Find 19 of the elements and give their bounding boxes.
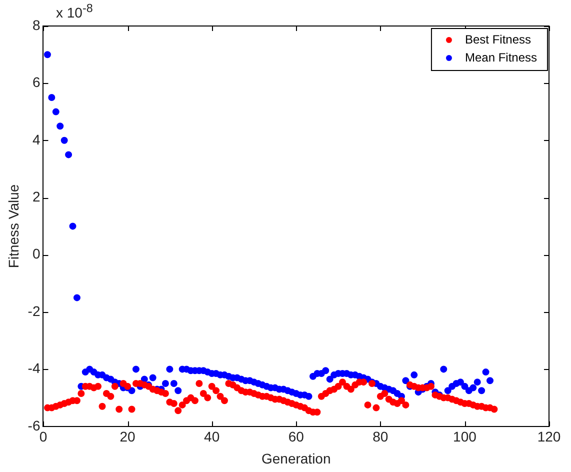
- y-tick-label: 0: [32, 246, 40, 262]
- y-tick-label: 8: [32, 16, 40, 33]
- y-tick-label: -6: [28, 417, 40, 434]
- y-tick-label: -4: [28, 360, 40, 376]
- legend-label: Mean Fitness: [464, 50, 537, 64]
- y-axis-title: Fitness Value: [5, 184, 22, 268]
- x-tick-label: 80: [372, 428, 388, 445]
- x-tick-label: 20: [120, 428, 136, 445]
- y-tick-label: 4: [32, 131, 40, 148]
- x-tick-label: 40: [204, 428, 220, 445]
- x-tick-label: 100: [453, 428, 477, 445]
- x-tick-label: 120: [537, 428, 561, 445]
- y-tick-label: 6: [32, 74, 40, 90]
- y-tick-label: 2: [32, 188, 40, 204]
- legend-label: Best Fitness: [464, 32, 531, 46]
- text: x 10$^{-8}$: [56, 2, 93, 21]
- x-axis-title: Generation: [261, 450, 331, 466]
- y-tick-label: -2: [28, 302, 40, 319]
- x-tick-label: 60: [288, 428, 304, 445]
